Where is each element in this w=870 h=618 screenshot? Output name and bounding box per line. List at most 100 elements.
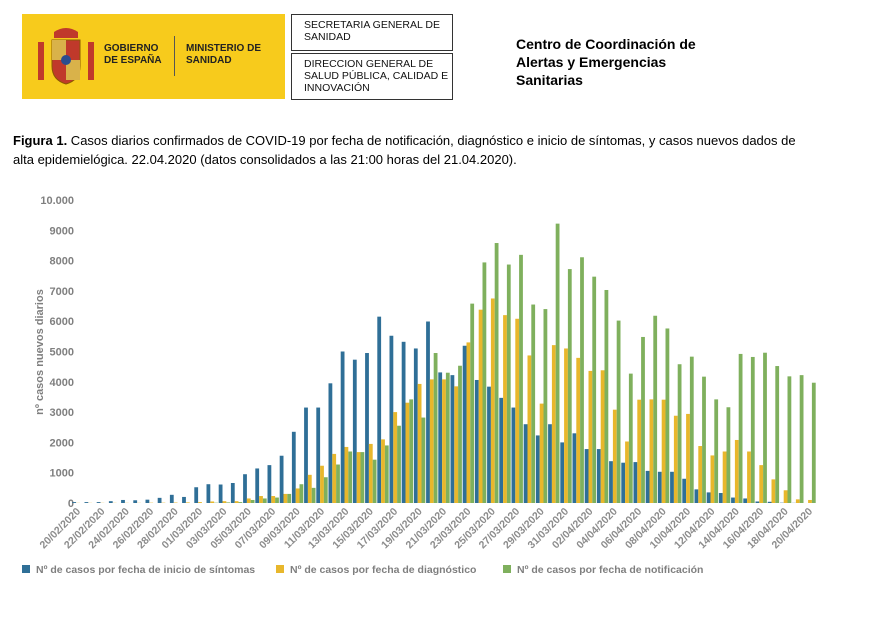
bar-diagnostico xyxy=(588,370,593,503)
bar-notificacion xyxy=(799,375,804,503)
bar-sintomas xyxy=(633,462,638,503)
bar-diagnostico xyxy=(222,501,227,503)
bar-sintomas xyxy=(718,493,723,503)
bar-sintomas xyxy=(474,379,479,503)
bar-notificacion xyxy=(287,493,292,503)
bar-sintomas xyxy=(218,484,223,503)
bar-diagnostico xyxy=(612,409,617,503)
bar-sintomas xyxy=(706,492,711,503)
bar-diagnostico xyxy=(307,474,312,503)
bar-diagnostico xyxy=(747,451,751,503)
bar-sintomas xyxy=(108,501,113,503)
legend-entry: Nº de casos por fecha de inicio de sínto… xyxy=(36,564,255,576)
bar-sintomas xyxy=(133,500,138,503)
bar-sintomas xyxy=(84,502,89,503)
bar-sintomas xyxy=(377,316,382,503)
bar-notificacion xyxy=(543,309,548,503)
bar-sintomas xyxy=(230,483,235,503)
bar-sintomas xyxy=(255,468,260,503)
bar-sintomas xyxy=(535,435,540,503)
bar-notificacion xyxy=(275,497,279,503)
y-axis-label: nº casos nuevos diarios xyxy=(34,289,46,415)
centro-title: Centro de Coordinación de Alertas y Emer… xyxy=(516,36,696,88)
bar-notificacion xyxy=(580,257,584,503)
bar-notificacion xyxy=(397,425,401,503)
bar-diagnostico xyxy=(759,465,764,503)
bar-diagnostico xyxy=(417,383,422,503)
bar-diagnostico xyxy=(442,379,446,503)
y-tick-label: 5000 xyxy=(50,347,74,359)
bar-diagnostico xyxy=(320,465,324,503)
bar-notificacion xyxy=(445,372,450,503)
bar-sintomas xyxy=(340,351,345,503)
bar-diagnostico xyxy=(259,496,263,503)
bar-sintomas xyxy=(584,449,589,503)
bar-sintomas xyxy=(157,497,162,503)
bar-diagnostico xyxy=(734,439,739,503)
bar-diagnostico xyxy=(344,446,349,503)
legend-swatch xyxy=(276,565,284,573)
y-tick-label: 0 xyxy=(68,498,74,510)
y-tick-label: 1000 xyxy=(50,468,74,480)
logo-text-ministerio: MINISTERIO DE SANIDAD xyxy=(186,43,262,66)
bar-notificacion xyxy=(787,376,792,503)
bar-sintomas xyxy=(365,353,369,503)
bar-diagnostico xyxy=(771,479,776,503)
bar-sintomas xyxy=(328,383,333,503)
bar-notificacion xyxy=(372,459,377,503)
bar-diagnostico xyxy=(808,499,812,503)
bar-diagnostico xyxy=(246,498,251,503)
caption-label: Figura 1. xyxy=(13,133,68,148)
logo-divider xyxy=(174,36,175,76)
bar-diagnostico xyxy=(454,386,459,503)
bar-sintomas xyxy=(499,397,504,503)
bar-diagnostico xyxy=(429,379,434,503)
bar-diagnostico xyxy=(490,298,495,503)
bar-diagnostico xyxy=(539,403,544,503)
secretaria-box: SECRETARIA GENERAL DE SANIDAD xyxy=(291,14,453,51)
bar-diagnostico xyxy=(551,345,556,503)
bar-diagnostico xyxy=(661,399,666,503)
bar-sintomas xyxy=(194,487,199,503)
bar-notificacion xyxy=(458,365,462,503)
bar-diagnostico xyxy=(356,452,361,503)
bar-diagnostico xyxy=(576,357,581,503)
bar-diagnostico xyxy=(478,309,483,503)
y-tick-label: 8000 xyxy=(50,256,74,268)
bar-diagnostico xyxy=(466,342,471,503)
caption-text: Casos diarios confirmados de COVID-19 po… xyxy=(13,133,796,167)
bar-sintomas xyxy=(182,496,186,503)
y-tick-label: 2000 xyxy=(50,437,74,449)
bar-notificacion xyxy=(531,304,536,503)
bar-notificacion xyxy=(750,356,755,503)
bar-sintomas xyxy=(243,474,247,503)
bar-sintomas xyxy=(657,471,662,503)
direccion-box: DIRECCION GENERAL DE SALUD PÚBLICA, CALI… xyxy=(291,53,453,100)
figure-caption: Figura 1. Casos diarios confirmados de C… xyxy=(13,131,813,169)
bar-sintomas xyxy=(72,502,77,503)
y-tick-label: 3000 xyxy=(50,407,74,419)
bar-notificacion xyxy=(421,417,426,503)
bar-sintomas xyxy=(267,465,272,503)
bar-sintomas xyxy=(621,462,626,503)
bar-sintomas xyxy=(389,335,394,503)
bar-sintomas xyxy=(352,359,357,503)
bar-sintomas xyxy=(96,502,101,503)
bar-notificacion xyxy=(555,223,560,503)
bar-sintomas xyxy=(596,449,601,503)
bar-notificacion xyxy=(360,452,365,503)
gobierno-logo: GOBIERNO DE ESPAÑA MINISTERIO DE SANIDAD xyxy=(22,14,285,99)
bar-diagnostico xyxy=(295,488,300,503)
bar-diagnostico xyxy=(503,315,507,503)
bar-diagnostico xyxy=(637,399,642,503)
bar-sintomas xyxy=(548,424,552,503)
bar-diagnostico xyxy=(783,490,788,503)
bar-diagnostico xyxy=(515,318,520,503)
bar-sintomas xyxy=(731,497,735,503)
bar-sintomas xyxy=(694,489,699,503)
bar-notificacion xyxy=(775,366,780,503)
bar-diagnostico xyxy=(368,443,373,503)
logo-text-gobierno: GOBIERNO DE ESPAÑA xyxy=(104,43,162,66)
bar-sintomas xyxy=(767,501,772,503)
